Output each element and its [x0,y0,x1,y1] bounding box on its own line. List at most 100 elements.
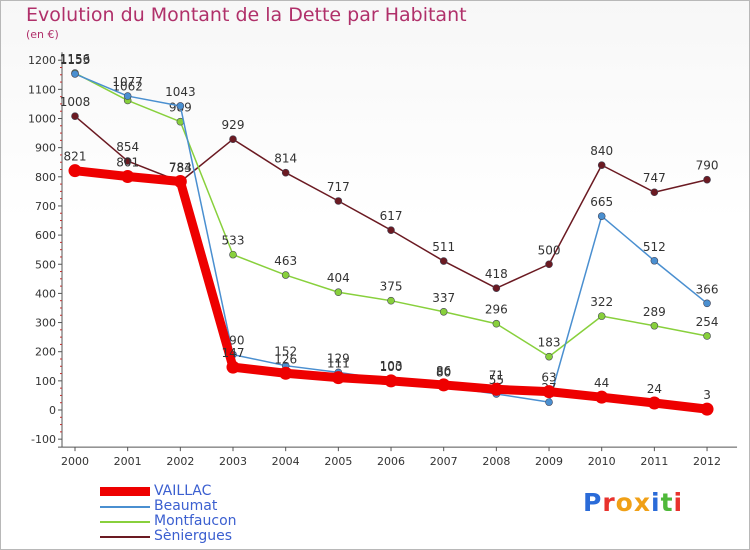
x-tick-label: 2003 [219,455,247,468]
chart-title: Evolution du Montant de la Dette par Hab… [26,4,467,26]
data-label: 790 [696,159,719,173]
data-point [489,382,503,396]
data-label: 665 [590,195,613,209]
x-tick-label: 2000 [61,455,89,468]
data-point [173,174,187,188]
y-tick-label: 1100 [28,83,56,96]
data-label: 784 [169,160,192,174]
legend-swatch [100,521,150,523]
data-label: 747 [643,171,666,185]
data-point [545,260,553,269]
data-point [492,319,501,328]
data-point [650,256,659,265]
data-label: 296 [485,303,508,317]
legend-label: Beaumat [154,498,218,514]
data-label: 366 [696,282,719,296]
data-label: 375 [380,280,403,294]
y-tick-label: 700 [35,200,56,213]
data-label: 404 [327,271,350,285]
logo-letter: o [615,488,634,517]
x-tick-label: 2004 [272,455,300,468]
data-label: 63 [541,371,556,385]
data-label: 1062 [112,79,143,93]
y-tick-label: 0 [49,404,56,417]
data-point [71,112,79,120]
data-point [545,398,553,406]
logo-letter: i [673,488,684,517]
data-label: 129 [327,351,350,365]
y-tick-label: 1000 [28,113,56,126]
data-label: 821 [64,150,87,164]
data-label: 289 [643,305,666,319]
data-label: 854 [116,140,139,154]
data-label: 254 [696,315,719,329]
logo-letter: x [633,488,651,517]
logo-letter: i [651,488,661,517]
legend-swatch [100,506,150,508]
data-point [68,164,82,178]
data-label: 103 [380,359,403,373]
x-tick-label: 2009 [535,455,563,468]
legend-swatch [100,487,150,496]
x-tick-label: 2005 [324,455,352,468]
logo-letter: P [583,488,603,517]
y-tick-label: 400 [35,287,56,300]
data-label: 337 [432,291,455,305]
data-label: 152 [274,345,297,359]
legend-label: Sèniergues [154,528,233,544]
data-point [597,312,606,320]
proxiti-logo: Proxiti [583,488,683,517]
data-label: 511 [432,240,455,254]
x-tick-label: 2006 [377,455,405,468]
data-label: 3 [703,388,711,402]
logo-letter: r [602,488,616,517]
legend-swatch [100,536,150,538]
data-label: 500 [538,243,561,257]
data-label: 463 [274,254,297,268]
data-label: 100 [380,360,403,374]
data-label: 929 [222,118,245,132]
data-point [595,390,609,404]
x-tick-label: 2001 [114,455,142,468]
data-label: 717 [327,180,350,194]
data-label: 322 [590,295,613,309]
logo-letter: t [660,488,674,517]
data-label: 533 [222,234,245,248]
data-point [492,284,501,292]
data-label: 801 [116,156,139,170]
data-point [71,70,79,78]
data-label: 1153 [60,53,91,67]
data-label: 1008 [60,95,91,109]
data-label: 840 [590,144,613,158]
data-label: 617 [380,209,403,223]
y-tick-label: 900 [35,142,56,155]
x-tick-label: 2012 [693,455,721,468]
data-point [334,197,343,205]
data-point [703,175,711,184]
data-label: 86 [436,364,451,378]
data-label: 418 [485,267,508,281]
data-label: 55 [489,373,504,387]
data-point [331,371,345,385]
y-tick-label: 200 [35,346,56,359]
data-label: 24 [647,382,662,396]
y-tick-label: 500 [35,258,56,271]
data-point [384,374,398,388]
data-point [703,299,711,308]
x-tick-label: 2002 [166,455,194,468]
data-point [597,161,606,169]
data-point [123,157,132,165]
data-label: 183 [538,336,561,350]
data-point [439,307,448,316]
legend-label: VAILLAC [154,483,212,499]
data-point [279,366,293,380]
data-point [387,226,395,234]
data-label: 126 [274,352,297,366]
data-point [703,332,711,340]
data-label: 814 [274,152,297,166]
data-point [647,396,661,410]
data-label: 512 [643,240,666,254]
data-label: 1156 [60,52,91,66]
data-label: 783 [169,161,192,175]
